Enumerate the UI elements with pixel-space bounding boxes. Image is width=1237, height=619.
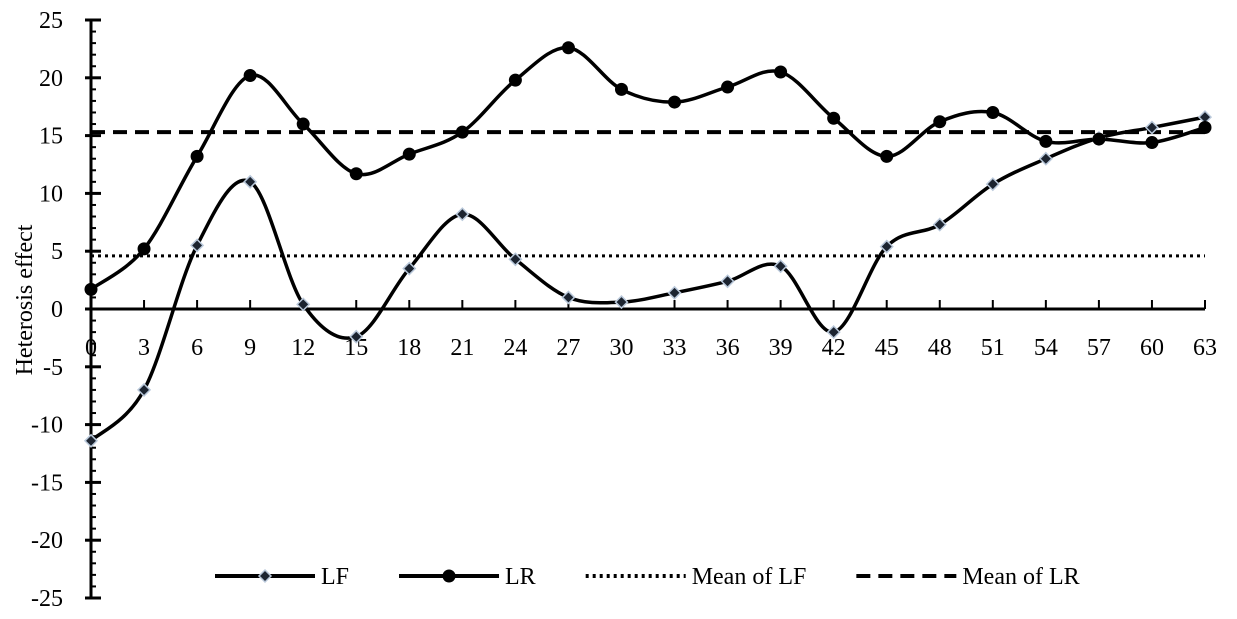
point-lr (508, 73, 522, 87)
series-lines-group (89, 45, 1206, 443)
point-lf (190, 238, 205, 253)
point-lf (296, 297, 311, 312)
y-tick-label: -15 (31, 470, 63, 496)
y-tick-label: 25 (39, 8, 63, 34)
point-lr (1145, 136, 1159, 150)
point-lf (1144, 120, 1160, 135)
x-tick-label: 27 (556, 335, 580, 361)
y-tick-label: -20 (31, 528, 63, 554)
point-lf (243, 174, 258, 189)
x-tick-label: 24 (503, 335, 527, 361)
point-lf (136, 382, 152, 397)
legend-item-mean-of-lf: Mean of LF (585, 564, 807, 590)
point-lf (455, 207, 470, 222)
legend-label-lf: LF (321, 564, 349, 590)
x-tick-label: 60 (1140, 335, 1164, 361)
legend-item-mean-of-lr: Mean of LR (856, 564, 1080, 590)
series-line-lf (89, 115, 1206, 443)
legend-marker-lf (257, 568, 273, 584)
legend-label-mean-of-lf: Mean of LF (692, 564, 807, 590)
x-tick-label: 54 (1034, 335, 1058, 361)
legend-label-mean-of-lr: Mean of LR (962, 564, 1079, 590)
y-tick-label: 5 (51, 239, 63, 265)
point-lf (349, 329, 364, 344)
x-tick-label: 42 (822, 335, 846, 361)
x-tick-label: 21 (450, 335, 474, 361)
point-lf (985, 177, 1000, 192)
x-tick-label: 6 (191, 335, 203, 361)
point-lr (84, 282, 98, 296)
y-axis-title: Heterosis effect (12, 224, 38, 375)
point-lf (561, 290, 576, 305)
point-lr (561, 41, 575, 55)
point-lf (614, 295, 629, 310)
series-markers-group (83, 41, 1213, 448)
x-tick-label: 45 (875, 335, 899, 361)
point-lf (667, 285, 682, 300)
x-tick-label: 3 (138, 335, 150, 361)
y-tick-label: 10 (39, 181, 63, 207)
point-lr (614, 82, 628, 96)
x-tick-label: 12 (291, 335, 315, 361)
point-lf (773, 259, 788, 274)
x-tick-label: 33 (663, 335, 687, 361)
point-lr (721, 80, 735, 94)
point-lf (720, 274, 735, 289)
point-lr (986, 105, 1000, 119)
y-tick-label: -5 (43, 355, 63, 381)
point-lf (826, 325, 841, 340)
point-lr (774, 65, 788, 79)
point-lf (83, 433, 99, 448)
x-tick-label: 30 (609, 335, 633, 361)
point-lr (190, 149, 204, 163)
legend-item-lr: LR (399, 564, 536, 590)
x-tick-label: 18 (397, 335, 421, 361)
x-tick-label: 48 (928, 335, 952, 361)
x-tick-label: 0 (85, 335, 97, 361)
x-tick-label: 63 (1193, 335, 1217, 361)
y-tick-label: -25 (31, 586, 63, 612)
legend-marker-lr (442, 569, 456, 583)
point-lf (879, 239, 894, 254)
series-line-lr (89, 45, 1206, 291)
point-lr (402, 147, 416, 161)
point-lr (349, 167, 363, 181)
x-tick-label: 57 (1087, 335, 1111, 361)
x-tick-label: 39 (769, 335, 793, 361)
point-lf (932, 217, 947, 232)
point-lr (880, 149, 894, 163)
point-lr (827, 111, 841, 125)
legend-item-lf: LF (215, 564, 349, 590)
point-lr (243, 68, 257, 82)
y-tick-label: 0 (51, 297, 63, 323)
point-lr (1039, 134, 1053, 148)
y-tick-label: 15 (39, 124, 63, 150)
point-lr (137, 242, 151, 256)
point-lr (668, 95, 682, 109)
x-tick-label: 9 (244, 335, 256, 361)
point-lr (1092, 132, 1106, 146)
point-lr (296, 117, 310, 131)
point-lf (402, 261, 417, 276)
point-lf (508, 252, 523, 267)
y-tick-label: -10 (31, 413, 63, 439)
y-tick-label: 20 (39, 66, 63, 92)
point-lr (933, 115, 947, 129)
x-tick-label: 51 (981, 335, 1005, 361)
x-tick-label: 36 (716, 335, 740, 361)
point-lf (1038, 151, 1053, 166)
legend: LF LR Mean of LF Mean of LR (215, 564, 1080, 590)
point-lr (455, 125, 469, 139)
point-lr (1198, 121, 1212, 135)
legend-label-lr: LR (505, 564, 536, 590)
